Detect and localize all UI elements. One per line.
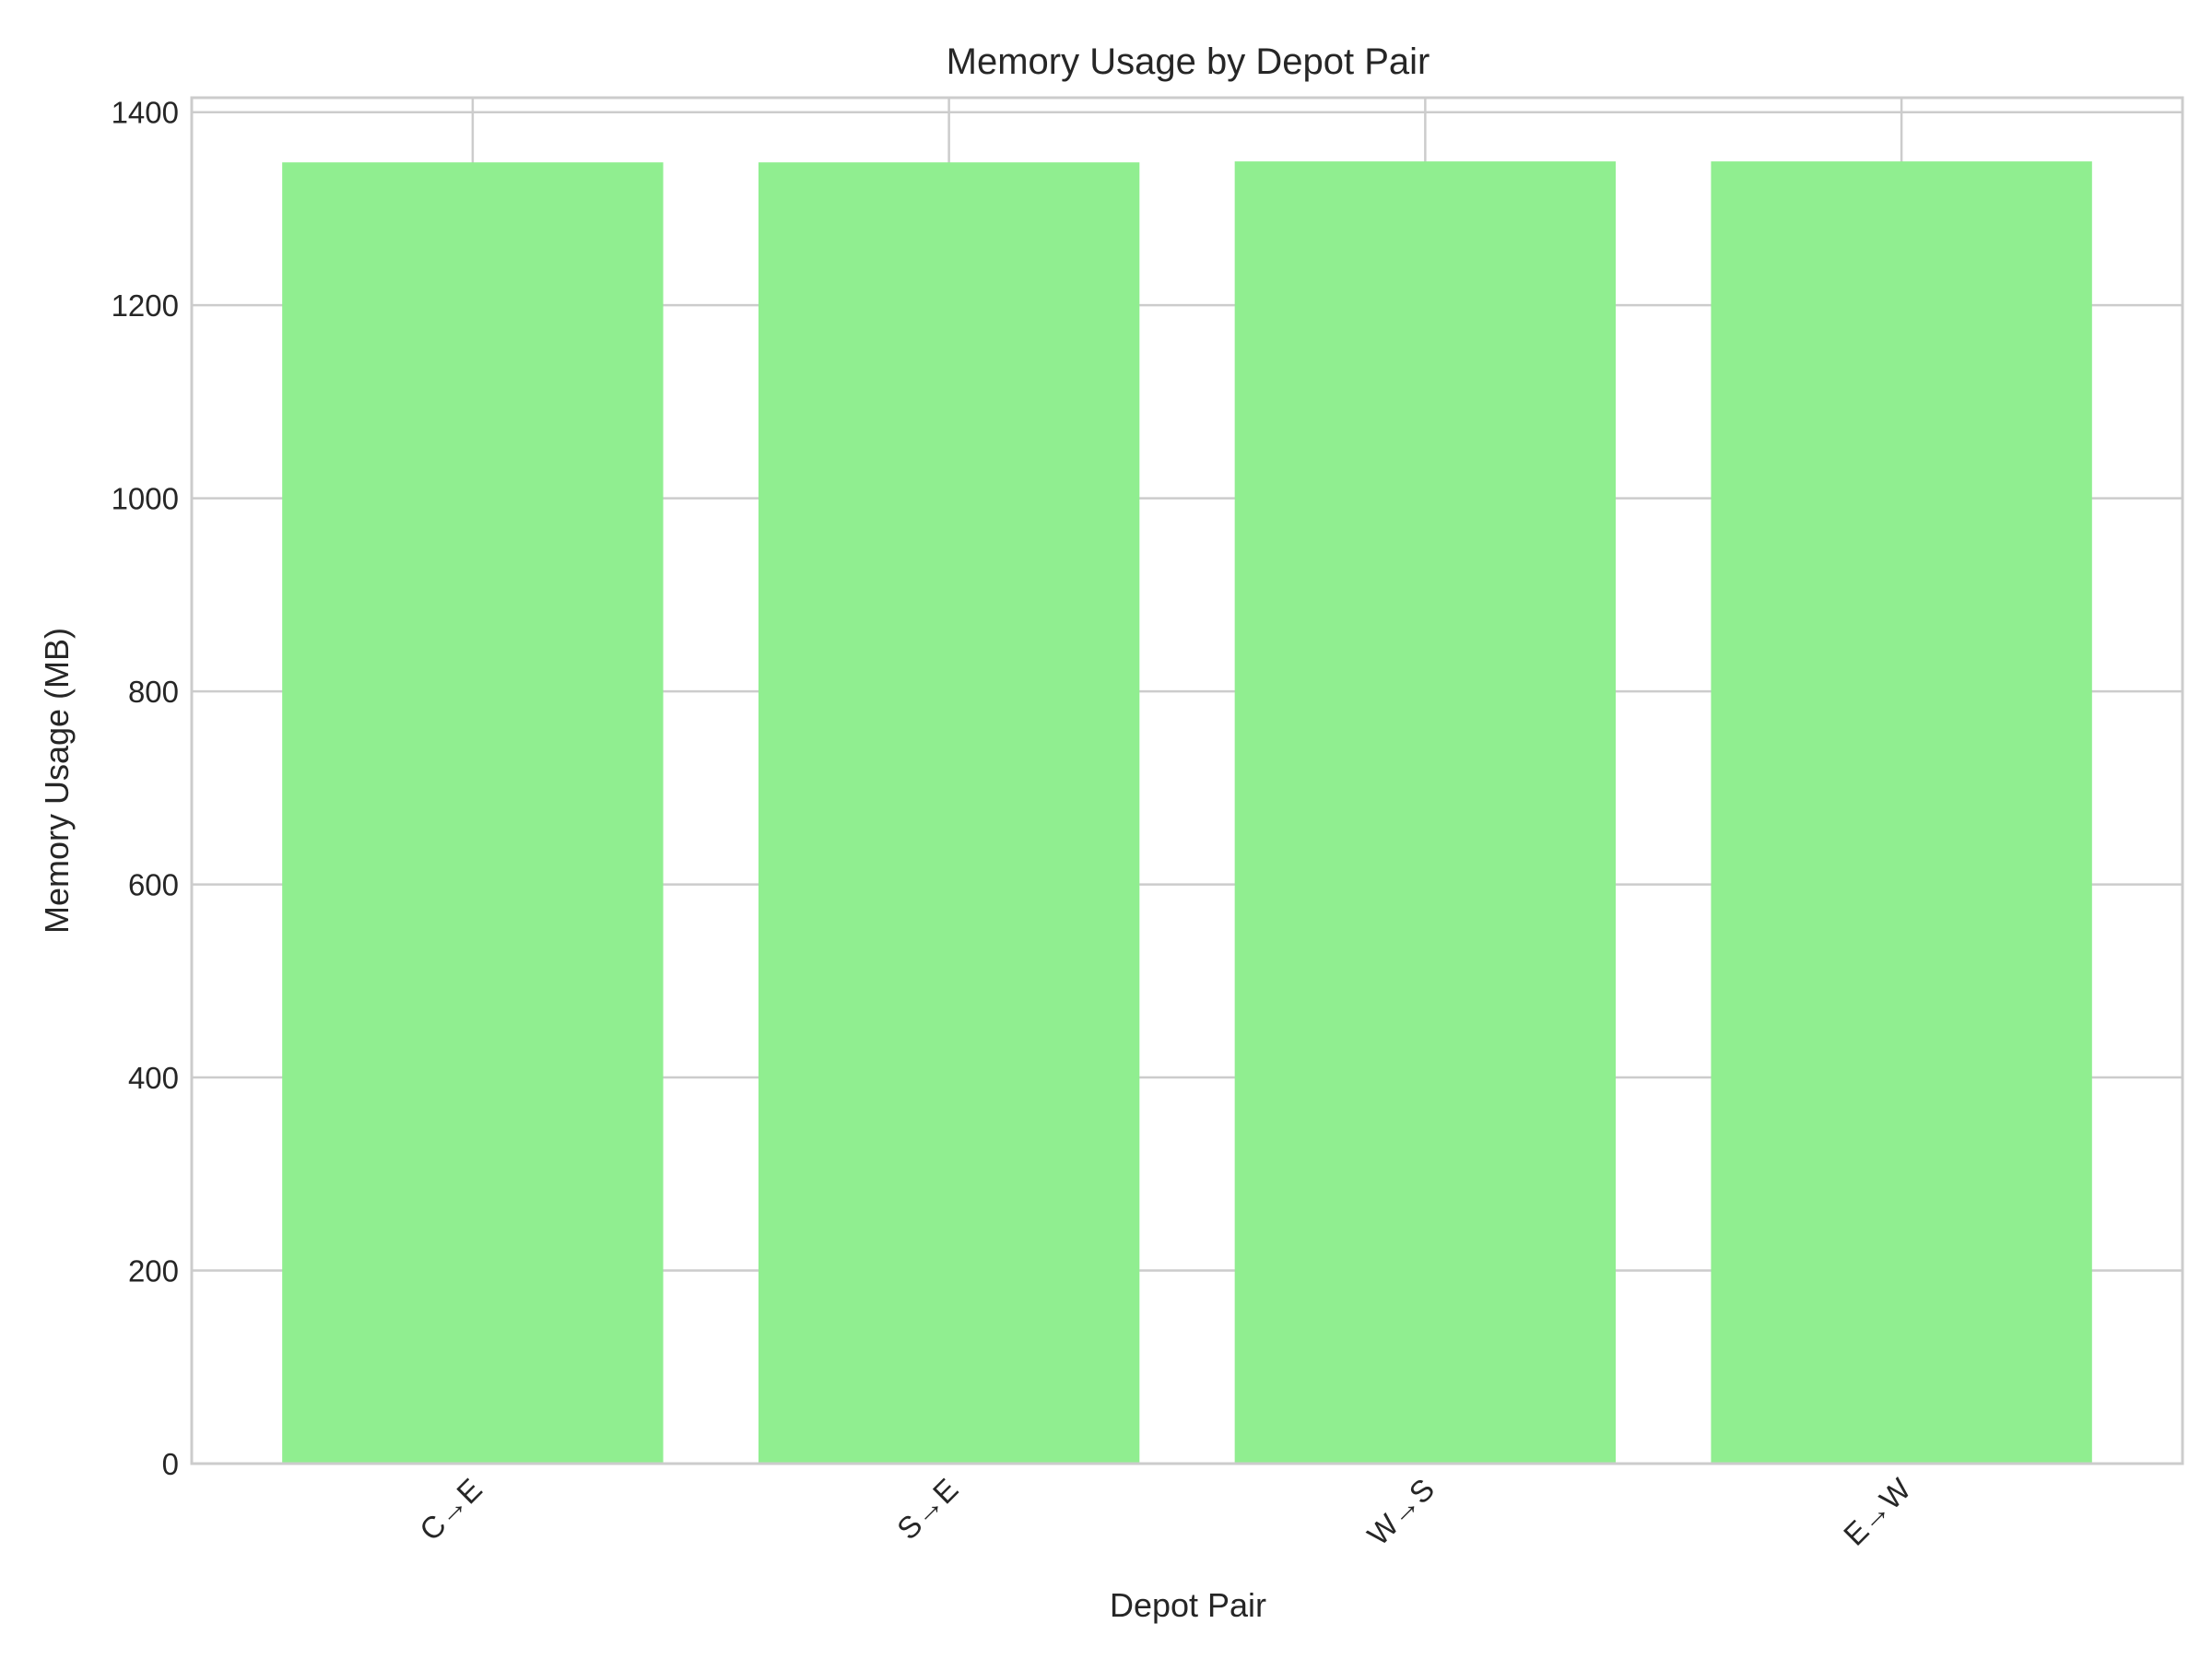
y-tick-label: 0 (162, 1447, 179, 1481)
x-tick-labels: C→E S→E W→S E→W (413, 1471, 1918, 1552)
x-tick-label: W→S (1360, 1472, 1441, 1552)
plot-frame (190, 96, 2184, 1465)
bar (1711, 161, 2092, 1464)
x-tick-label: E→W (1837, 1471, 1918, 1552)
y-tick-label: 600 (128, 868, 179, 902)
y-axis-label: Memory Usage (MB) (38, 628, 76, 934)
y-tick-label: 1000 (112, 482, 179, 516)
chart-title: Memory Usage by Depot Pair (947, 41, 1430, 82)
y-tick-label: 1200 (112, 288, 179, 323)
x-tick-label: C→E (413, 1472, 488, 1547)
y-tick-labels: 0 200 400 600 800 1000 1200 1400 (112, 96, 179, 1481)
y-tick-label: 1400 (112, 96, 179, 130)
bar (282, 162, 664, 1464)
x-tick-label: S→E (890, 1472, 965, 1547)
bars-layer (282, 161, 2092, 1464)
y-tick-label: 400 (128, 1061, 179, 1095)
bar (758, 162, 1140, 1464)
x-axis-label: Depot Pair (1110, 1586, 1266, 1624)
bar (1234, 161, 1617, 1464)
y-tick-label: 800 (128, 675, 179, 709)
y-tick-label: 200 (128, 1254, 179, 1288)
